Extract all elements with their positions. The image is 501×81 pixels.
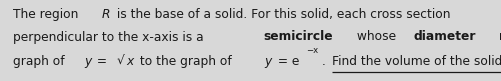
Text: whose: whose — [353, 31, 400, 43]
Text: perpendicular to the x-axis is a: perpendicular to the x-axis is a — [13, 31, 207, 43]
Text: runs from the: runs from the — [494, 31, 501, 43]
Text: = e: = e — [274, 55, 299, 68]
Text: The region: The region — [13, 8, 82, 21]
Text: is the base of a solid. For this solid, each cross section: is the base of a solid. For this solid, … — [113, 8, 450, 21]
Text: graph of: graph of — [13, 55, 68, 68]
Text: y: y — [265, 55, 272, 68]
Text: semicircle: semicircle — [264, 31, 333, 43]
Text: .: . — [322, 55, 330, 68]
Text: y: y — [84, 55, 91, 68]
Text: Find the volume of the solid.: Find the volume of the solid. — [332, 55, 501, 68]
Text: =: = — [94, 55, 111, 68]
Text: √: √ — [117, 55, 124, 68]
Text: diameter: diameter — [414, 31, 476, 43]
Text: x: x — [127, 55, 134, 68]
Text: R: R — [102, 8, 110, 21]
Text: to the graph of: to the graph of — [136, 55, 235, 68]
Text: −x: −x — [307, 46, 319, 55]
